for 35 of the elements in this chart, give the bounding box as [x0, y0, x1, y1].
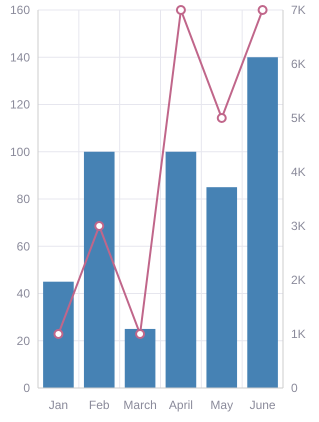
x-tick-label: May [210, 398, 234, 412]
y-tick-label: 60 [16, 239, 30, 254]
y-tick-label: 100 [10, 144, 30, 159]
point [176, 5, 186, 15]
y-tick-label: 160 [10, 3, 30, 18]
y2-tick-label: 4K [291, 165, 306, 180]
y2-tick-label: 7K [291, 3, 306, 18]
point [216, 113, 227, 123]
point [135, 329, 146, 339]
y-tick-label: 80 [16, 192, 30, 206]
point [94, 221, 104, 231]
x-tick-label: Feb [88, 398, 110, 412]
point [53, 329, 64, 339]
x-tick-label: Jan [48, 398, 68, 412]
y-tick-label: 40 [16, 286, 30, 301]
y2-tick-label: 5K [291, 111, 306, 126]
y-tick-label: 140 [10, 50, 30, 64]
bar [206, 187, 238, 388]
bar [247, 57, 278, 388]
x-tick-label: March [123, 398, 157, 412]
y-tick-label: 20 [16, 334, 30, 348]
x-tick-label: June [250, 398, 276, 412]
y-tick-label: 120 [10, 98, 30, 112]
y-tick-label: 0 [23, 381, 30, 396]
y2-tick-label: 1K [291, 327, 306, 342]
bar [166, 152, 196, 388]
y2-tick-label: 6K [291, 57, 306, 72]
bar [43, 282, 74, 388]
point [258, 5, 268, 15]
y2-tick-label: 3K [291, 219, 306, 234]
y2-tick-label: 2K [291, 273, 306, 288]
x-tick-label: April [168, 398, 193, 412]
y2-tick-label: 0 [291, 381, 298, 396]
bar [124, 328, 156, 388]
bar [84, 152, 115, 388]
